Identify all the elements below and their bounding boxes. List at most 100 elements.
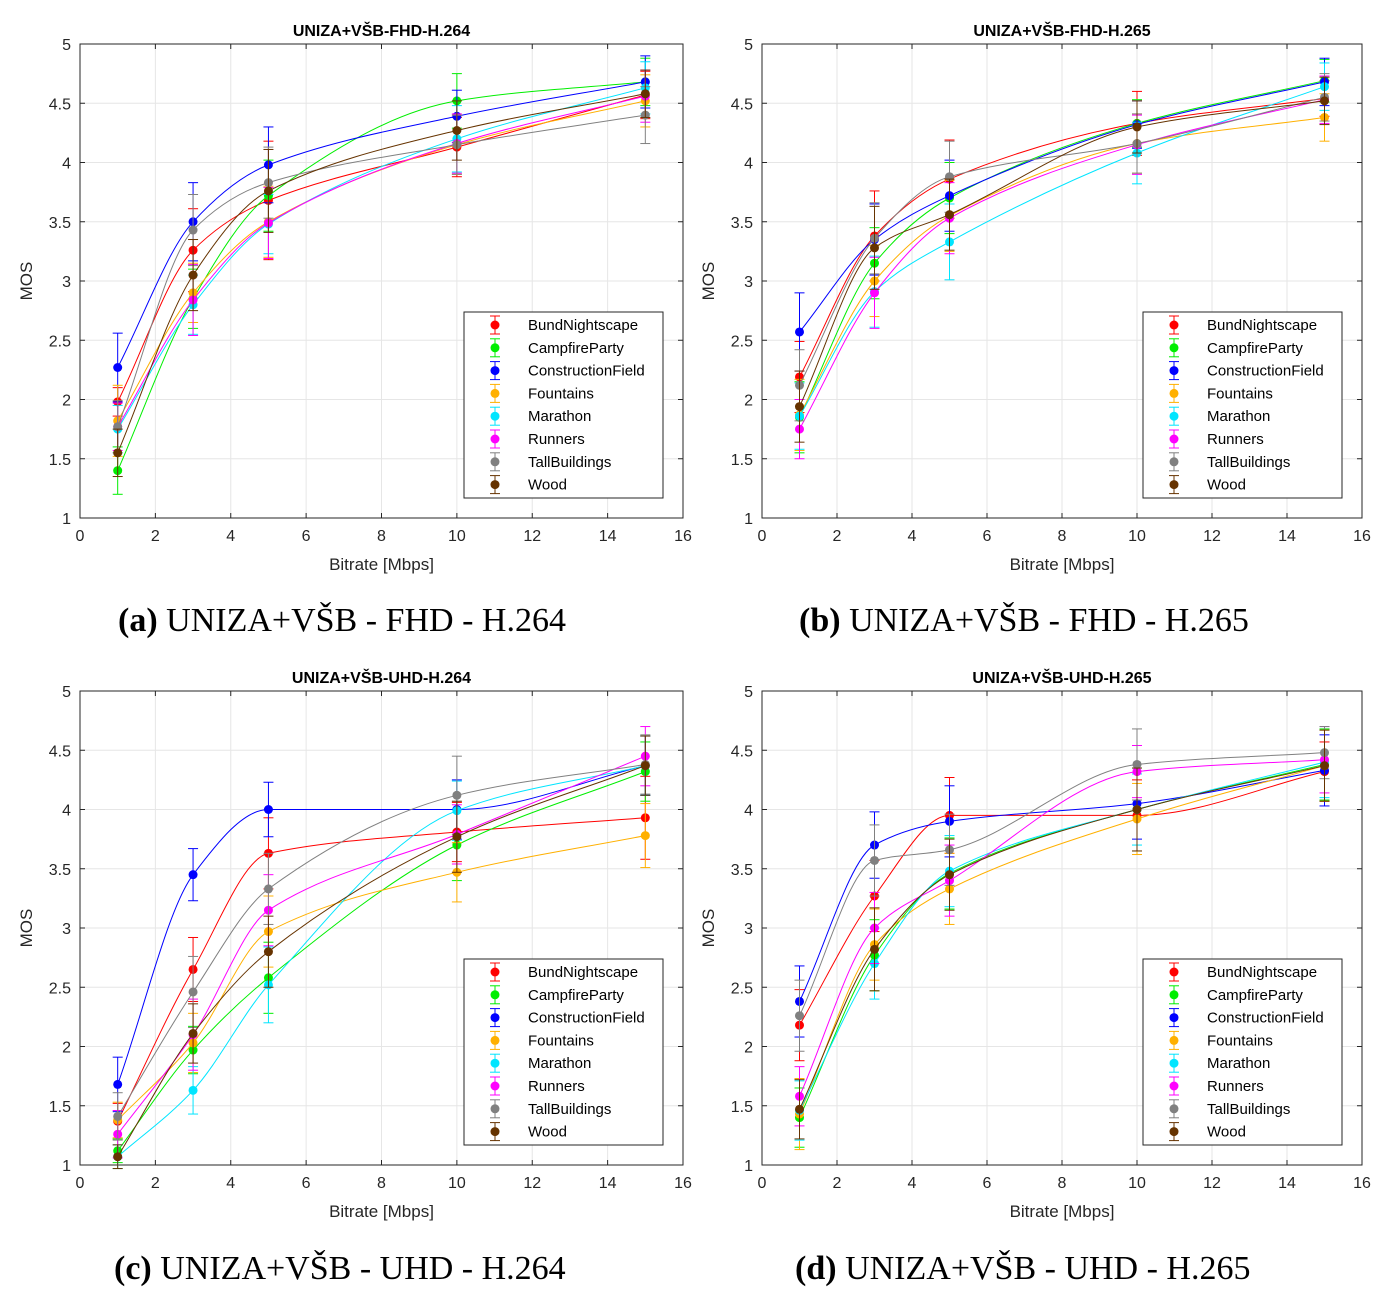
legend-label: BundNightscape [528, 964, 638, 981]
legend-marker [1169, 480, 1179, 490]
chart-panel-1: 0 2 4 6 8 10 12 14 16 1 1.5 2 2.5 3 3.5 4 4.5 5 UNIZA+VŠB-… [17, 21, 692, 574]
legend-label: Fountains [528, 385, 594, 402]
y-tick-label: 3 [62, 921, 71, 938]
legend-label: Fountains [1207, 385, 1273, 402]
data-point [452, 790, 462, 800]
x-tick-label: 4 [226, 1175, 235, 1192]
legend-marker [1169, 1104, 1179, 1114]
legend-entry: Fountains [490, 383, 594, 403]
legend-label: ConstructionField [1207, 1010, 1324, 1027]
y-tick-label: 2 [62, 1040, 71, 1057]
legend-label: ConstructionField [528, 363, 645, 380]
x-tick-label: 10 [1128, 528, 1146, 545]
data-point [640, 89, 650, 99]
legend-entry: ConstructionField [490, 1008, 645, 1028]
legend-label: ConstructionField [528, 1010, 645, 1027]
legend-entry: Runners [1169, 1076, 1264, 1096]
y-tick-label: 2 [62, 393, 71, 410]
legend-box [1142, 311, 1343, 499]
chart-title: UNIZA+VŠB-FHD-H.264 [293, 21, 470, 40]
y-tick-label: 2.5 [731, 980, 753, 997]
data-point [1132, 122, 1142, 132]
legend-entry: BundNightscape [490, 962, 638, 982]
y-tick-label: 1.5 [731, 1099, 753, 1116]
series-line [799, 98, 1325, 378]
x-tick-label: 10 [448, 1175, 466, 1192]
data-point [795, 327, 804, 337]
data-point [1320, 761, 1329, 771]
legend-label: Fountains [1207, 1032, 1273, 1049]
series-Wood [794, 729, 1330, 1140]
x-axis-label: Bitrate [Mbps] [329, 555, 434, 574]
legend-marker [490, 1013, 500, 1023]
data-point [640, 831, 650, 841]
legend-marker [1169, 343, 1179, 353]
x-axis-label: Bitrate [Mbps] [1010, 1202, 1115, 1221]
data-point [113, 1152, 123, 1162]
legend-label: CampfireParty [528, 340, 624, 357]
data-point [188, 1085, 198, 1095]
legend-label: TallBuildings [1207, 1101, 1290, 1118]
legend-marker [490, 1104, 500, 1114]
x-tick-label: 8 [1058, 528, 1067, 545]
data-point [113, 1111, 123, 1121]
y-tick-label: 4 [744, 803, 753, 820]
legend-entry: Marathon [1169, 1053, 1270, 1073]
data-point [795, 402, 804, 412]
series-line [117, 765, 646, 1157]
legend-label: BundNightscape [528, 317, 638, 334]
series-line [117, 771, 646, 1152]
series-line [799, 761, 1325, 1111]
series-line [799, 752, 1325, 1016]
legend-marker [490, 366, 500, 376]
x-tick-label: 6 [983, 1175, 992, 1192]
legend-label: Runners [1207, 431, 1264, 448]
legend-entry: TallBuildings [490, 452, 611, 472]
x-axis-label: Bitrate [Mbps] [1010, 555, 1115, 574]
data-point [452, 832, 462, 842]
y-tick-label: 1.5 [731, 452, 753, 469]
legend: BundNightscape CampfireParty ConstructionF… [463, 958, 664, 1146]
legend-label: Runners [1207, 1078, 1264, 1095]
y-tick-label: 1.5 [49, 1099, 71, 1116]
legend-marker [490, 457, 500, 467]
data-point [263, 884, 273, 894]
legend-label: Wood [528, 477, 567, 494]
y-tick-label: 1 [744, 1158, 753, 1175]
y-tick-label: 3.5 [731, 862, 753, 879]
series-Wood [112, 69, 651, 478]
series-line [799, 80, 1325, 418]
series-line [117, 764, 646, 1117]
legend-label: BundNightscape [1207, 317, 1317, 334]
series-line [799, 81, 1325, 333]
legend-label: Fountains [528, 1032, 594, 1049]
legend-label: CampfireParty [1207, 987, 1303, 1004]
legend-marker [490, 967, 500, 977]
legend-label: Wood [1207, 1124, 1246, 1141]
legend-entry: Fountains [1169, 1030, 1273, 1050]
chart-title: UNIZA+VŠB-FHD-H.265 [973, 21, 1150, 40]
data-point [1320, 96, 1329, 106]
y-tick-label: 4.5 [731, 96, 753, 113]
series-line [799, 769, 1325, 1002]
legend-marker [1169, 434, 1179, 444]
series-line [117, 100, 646, 422]
legend-marker [490, 1035, 500, 1045]
legend-marker [1169, 1035, 1179, 1045]
y-tick-label: 1 [744, 511, 753, 528]
legend-label: TallBuildings [1207, 454, 1290, 471]
x-tick-label: 2 [833, 1175, 842, 1192]
series-line [799, 765, 1325, 1115]
legend-label: TallBuildings [528, 454, 611, 471]
data-point [263, 186, 273, 196]
series-line [799, 771, 1325, 1026]
x-tick-label: 6 [302, 1175, 311, 1192]
x-tick-label: 14 [599, 528, 617, 545]
x-tick-label: 10 [1128, 1175, 1146, 1192]
series-line [117, 94, 646, 403]
legend-marker [490, 1127, 500, 1137]
legend-entry: Wood [490, 1122, 567, 1142]
legend-entry: Runners [1169, 429, 1264, 449]
x-tick-label: 2 [151, 1175, 160, 1192]
